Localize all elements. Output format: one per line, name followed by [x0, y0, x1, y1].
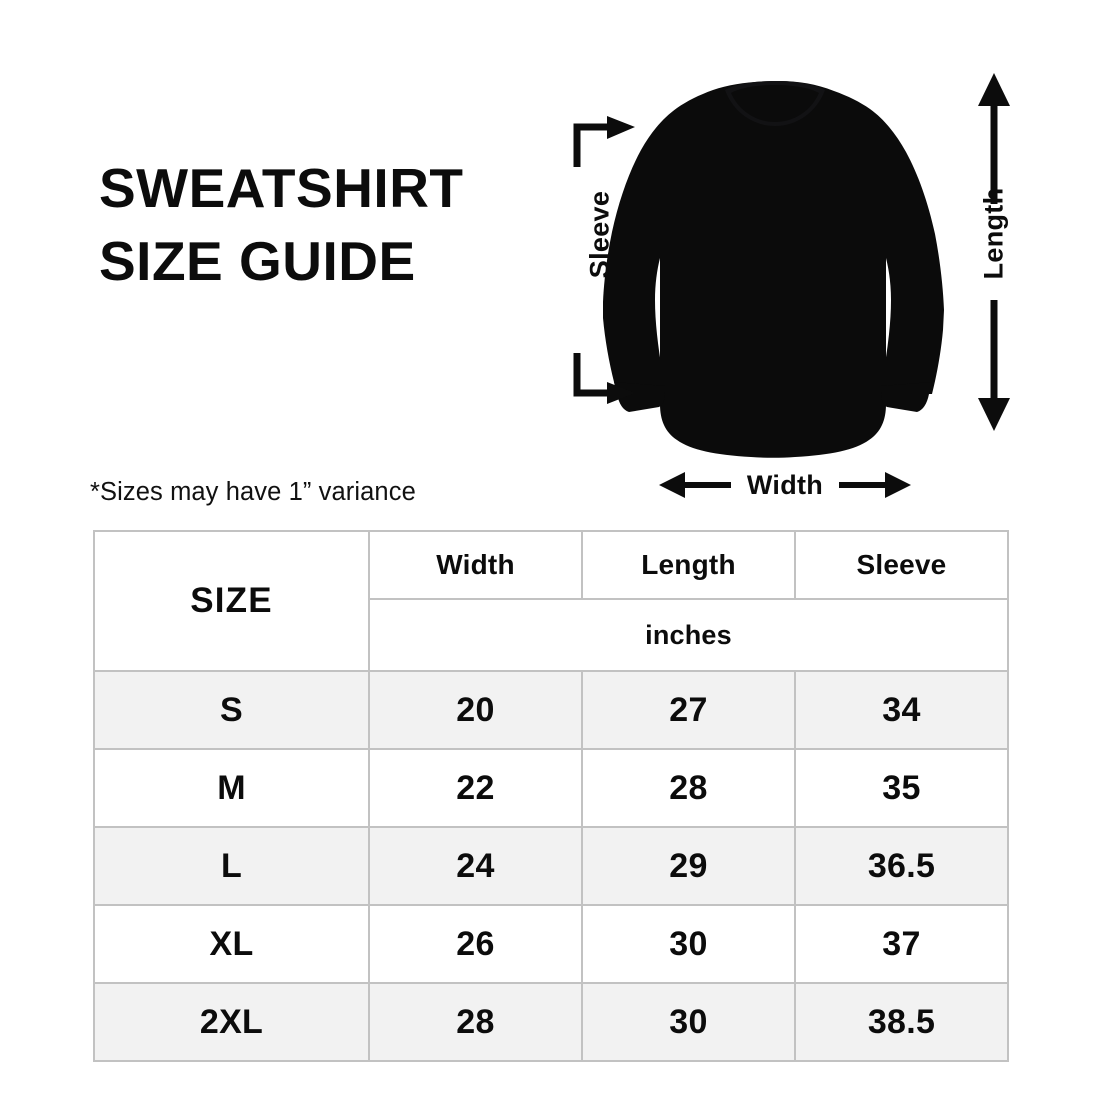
width-measurement-annotation: Width [650, 460, 920, 510]
header-size: SIZE [93, 530, 370, 672]
page-title-line-1: SWEATSHIRT [99, 157, 464, 219]
cell-size: 2XL [93, 982, 370, 1062]
cell-sleeve: 38.5 [794, 982, 1009, 1062]
width-arrow-right-icon [839, 472, 912, 498]
cell-length: 28 [581, 748, 796, 828]
length-arrow-bottom-icon [978, 300, 1010, 431]
page-title: SWEATSHIRT SIZE GUIDE [99, 152, 619, 298]
cell-width: 26 [368, 904, 583, 984]
table-row: 2XL 28 30 38.5 [93, 982, 1009, 1062]
sleeve-arrow-top-icon [573, 116, 635, 167]
table-row: M 22 28 35 [93, 748, 1009, 828]
garment-illustration: Sleeve Length Width [545, 60, 1045, 510]
cell-size: XL [93, 904, 370, 984]
cell-sleeve: 36.5 [794, 826, 1009, 906]
size-chart-table: SIZE Width Length Sleeve inches S 20 27 … [93, 530, 1009, 1062]
width-label: Width [746, 469, 824, 500]
size-chart-header: SIZE Width Length Sleeve inches [93, 530, 1009, 672]
sweatshirt-icon [603, 81, 944, 458]
cell-sleeve: 37 [794, 904, 1009, 984]
table-row: S 20 27 34 [93, 670, 1009, 750]
size-chart-body: S 20 27 34 M 22 28 35 L 24 29 36.5 XL 26… [93, 670, 1009, 1062]
sleeve-measurement-annotation: Sleeve [565, 115, 635, 405]
cell-width: 22 [368, 748, 583, 828]
header-length: Length [581, 530, 796, 600]
cell-size: S [93, 670, 370, 750]
cell-length: 27 [581, 670, 796, 750]
header-row-units: inches [94, 598, 1009, 672]
header-units: inches [368, 598, 1009, 672]
cell-width: 24 [368, 826, 583, 906]
cell-sleeve: 35 [794, 748, 1009, 828]
length-label: Length [978, 187, 1009, 280]
header-sleeve: Sleeve [794, 530, 1009, 600]
collar-inner-shape [731, 85, 819, 122]
cell-sleeve: 34 [794, 670, 1009, 750]
sleeve-arrow-bottom-icon [573, 353, 635, 404]
cell-width: 28 [368, 982, 583, 1062]
cell-length: 29 [581, 826, 796, 906]
cell-width: 20 [368, 670, 583, 750]
cell-length: 30 [581, 982, 796, 1062]
variance-note: *Sizes may have 1” variance [90, 478, 416, 506]
page-title-line-2: SIZE GUIDE [99, 230, 416, 293]
width-arrow-left-icon [658, 472, 731, 498]
cell-size: L [93, 826, 370, 906]
header-width: Width [368, 530, 583, 600]
length-arrow-top-icon [978, 73, 1010, 204]
cell-length: 30 [581, 904, 796, 984]
table-row: XL 26 30 37 [93, 904, 1009, 984]
cell-size: M [93, 748, 370, 828]
sleeve-label: Sleeve [584, 190, 615, 279]
table-row: L 24 29 36.5 [93, 826, 1009, 906]
length-measurement-annotation: Length [955, 72, 1033, 432]
header-row-measurements: SIZE Width Length Sleeve [93, 530, 1009, 672]
